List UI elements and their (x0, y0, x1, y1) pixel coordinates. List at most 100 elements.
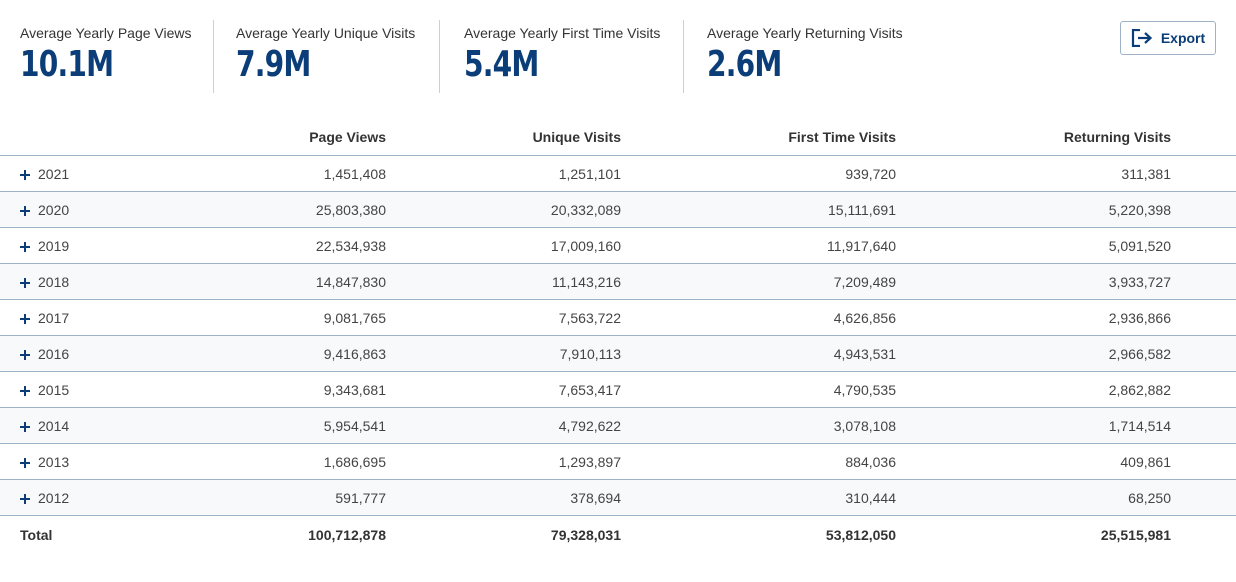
returning-visits-cell: 2,966,582 (896, 335, 1171, 372)
expand-plus-icon[interactable] (20, 205, 30, 216)
year-label: 2013 (38, 453, 70, 470)
stat-label: Average Yearly Returning Visits (707, 25, 903, 41)
row-spacer (1171, 516, 1236, 555)
row-spacer (1171, 155, 1236, 192)
page-views-cell: 9,081,765 (150, 299, 386, 336)
row-spacer (1171, 443, 1236, 480)
table-row[interactable]: 2018 14,847,830 11,143,216 7,209,489 3,9… (0, 263, 1236, 300)
unique-visits-cell: 1,293,897 (386, 443, 621, 480)
page-views-cell: 1,686,695 (150, 443, 386, 480)
visits-table: Page Views Unique Visits First Time Visi… (0, 119, 1236, 554)
first-time-visits-cell: 310,444 (621, 479, 896, 516)
first-time-visits-cell: 7,209,489 (621, 263, 896, 300)
stat-unique-visits: Average Yearly Unique Visits 7.9M (214, 20, 440, 93)
total-first-time-visits: 53,812,050 (825, 527, 896, 543)
year-cell[interactable]: 2021 (0, 155, 150, 192)
expand-plus-icon[interactable] (20, 169, 30, 180)
total-returning-visits: 25,515,981 (1100, 527, 1171, 543)
year-cell[interactable]: 2017 (0, 299, 150, 336)
page-views-cell: 22,534,938 (150, 227, 386, 264)
first-time-visits-cell: 15,111,691 (621, 191, 896, 228)
expand-plus-icon[interactable] (20, 421, 30, 432)
expand-plus-icon[interactable] (20, 241, 30, 252)
year-cell[interactable]: 2018 (0, 263, 150, 300)
page-views-cell: 14,847,830 (150, 263, 386, 300)
table-row[interactable]: 2016 9,416,863 7,910,113 4,943,531 2,966… (0, 335, 1236, 372)
returning-visits-cell: 68,250 (896, 479, 1171, 516)
unique-visits-cell: 7,910,113 (386, 335, 621, 372)
returning-visits-cell: 409,861 (896, 443, 1171, 480)
returning-visits-cell: 1,714,514 (896, 407, 1171, 444)
table-body: 2021 1,451,408 1,251,101 939,720 311,381… (0, 155, 1236, 555)
first-time-visits-cell: 11,917,640 (621, 227, 896, 264)
unique-visits-cell: 4,792,622 (386, 407, 621, 444)
expand-plus-icon[interactable] (20, 457, 30, 468)
returning-visits-cell: 311,381 (896, 155, 1171, 192)
table-row[interactable]: 2021 1,451,408 1,251,101 939,720 311,381 (0, 155, 1236, 192)
table-row[interactable]: 2019 22,534,938 17,009,160 11,917,640 5,… (0, 227, 1236, 264)
row-spacer (1171, 335, 1236, 372)
first-time-visits-cell: 4,790,535 (621, 371, 896, 408)
expand-plus-icon[interactable] (20, 313, 30, 324)
year-cell[interactable]: 2019 (0, 227, 150, 264)
table-row[interactable]: 2020 25,803,380 20,332,089 15,111,691 5,… (0, 191, 1236, 228)
year-cell[interactable]: 2013 (0, 443, 150, 480)
year-cell[interactable]: 2014 (0, 407, 150, 444)
returning-visits-cell: 5,091,520 (896, 227, 1171, 264)
expand-plus-icon[interactable] (20, 349, 30, 360)
export-label: Export (1160, 30, 1206, 46)
year-label: 2018 (38, 273, 70, 290)
page-views-cell: 591,777 (150, 479, 386, 516)
row-spacer (1171, 371, 1236, 408)
total-unique-visits: 79,328,031 (550, 527, 621, 543)
table-row[interactable]: 2017 9,081,765 7,563,722 4,626,856 2,936… (0, 299, 1236, 336)
table-header-row: Page Views Unique Visits First Time Visi… (0, 119, 1236, 156)
stat-label: Average Yearly First Time Visits (464, 25, 661, 41)
year-cell[interactable]: 2015 (0, 371, 150, 408)
header-year (0, 119, 150, 156)
row-spacer (1171, 191, 1236, 228)
year-label: 2019 (38, 237, 70, 254)
returning-visits-cell: 5,220,398 (896, 191, 1171, 228)
year-label: 2014 (38, 417, 70, 434)
header-page-views: Page Views (150, 119, 386, 156)
header-unique-visits: Unique Visits (386, 119, 621, 156)
expand-plus-icon[interactable] (20, 385, 30, 396)
row-spacer (1171, 263, 1236, 300)
sign-out-icon (1131, 29, 1152, 47)
table-row[interactable]: 2015 9,343,681 7,653,417 4,790,535 2,862… (0, 371, 1236, 408)
row-spacer (1171, 227, 1236, 264)
export-button[interactable]: Export (1120, 21, 1216, 55)
first-time-visits-cell: 884,036 (621, 443, 896, 480)
unique-visits-cell: 7,563,722 (386, 299, 621, 336)
row-spacer (1171, 479, 1236, 516)
total-page-views: 100,712,878 (308, 527, 386, 543)
stat-returning-visits: Average Yearly Returning Visits 2.6M (684, 20, 944, 93)
year-cell[interactable]: 2016 (0, 335, 150, 372)
table-total-row: Total 100,712,878 79,328,031 53,812,050 … (0, 516, 1236, 555)
stat-page-views: Average Yearly Page Views 10.1M (0, 20, 214, 93)
year-label: 2021 (38, 165, 70, 182)
stat-value: 2.6M (707, 44, 782, 85)
year-cell[interactable]: 2012 (0, 479, 150, 516)
table-row[interactable]: 2012 591,777 378,694 310,444 68,250 (0, 479, 1236, 516)
table-row[interactable]: 2013 1,686,695 1,293,897 884,036 409,861 (0, 443, 1236, 480)
page-views-cell: 9,416,863 (150, 335, 386, 372)
stat-value: 10.1M (20, 44, 114, 85)
expand-plus-icon[interactable] (20, 277, 30, 288)
header-spacer (1171, 119, 1236, 156)
expand-plus-icon[interactable] (20, 493, 30, 504)
row-spacer (1171, 407, 1236, 444)
table-row[interactable]: 2014 5,954,541 4,792,622 3,078,108 1,714… (0, 407, 1236, 444)
unique-visits-cell: 11,143,216 (386, 263, 621, 300)
visits-table-container: Page Views Unique Visits First Time Visi… (0, 119, 1236, 554)
stat-label: Average Yearly Unique Visits (236, 25, 416, 41)
year-cell[interactable]: 2020 (0, 191, 150, 228)
stat-label: Average Yearly Page Views (20, 25, 192, 41)
year-label: 2017 (38, 309, 70, 326)
page-views-cell: 5,954,541 (150, 407, 386, 444)
page-views-cell: 1,451,408 (150, 155, 386, 192)
first-time-visits-cell: 4,943,531 (621, 335, 896, 372)
unique-visits-cell: 1,251,101 (386, 155, 621, 192)
